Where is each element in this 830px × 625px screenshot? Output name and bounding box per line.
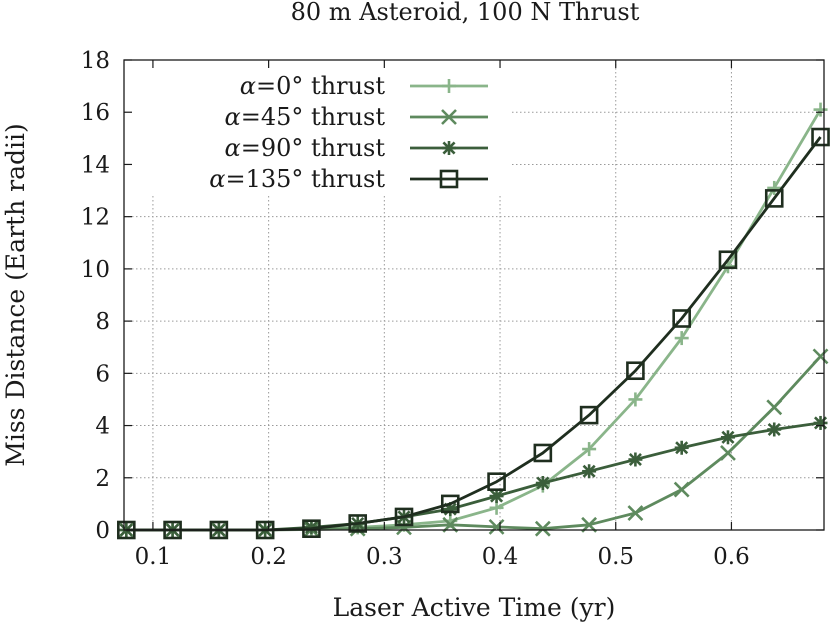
data-point-marker <box>442 141 456 155</box>
legend-item: α=0° thrust <box>240 72 488 100</box>
x-tick-label: 0.3 <box>366 544 403 570</box>
data-point-marker <box>582 442 597 457</box>
legend-name: =45° thrust <box>241 103 386 131</box>
data-point-marker <box>582 464 597 479</box>
data-point-marker <box>674 440 689 455</box>
plot-frame <box>123 59 825 531</box>
data-point-marker <box>764 189 784 208</box>
data-point-marker <box>767 180 782 195</box>
y-tick-label: 2 <box>95 466 110 492</box>
data-point-marker <box>813 102 828 117</box>
data-point-marker <box>442 79 456 93</box>
x-tick-label: 0.4 <box>482 544 519 570</box>
x-tick-label: 0.6 <box>713 544 750 570</box>
data-point-marker <box>488 518 505 535</box>
data-point-marker <box>441 109 457 125</box>
chart-title: 80 m Asteroid, 100 N Thrust <box>291 0 640 26</box>
legend-label: α=0° thrust <box>240 72 386 100</box>
data-point-marker <box>674 331 689 346</box>
legend-item: α=90° thrust <box>225 134 488 162</box>
data-point-marker <box>348 514 368 533</box>
data-point-marker <box>720 445 736 461</box>
data-point-marker <box>394 507 414 527</box>
y-tick-label: 6 <box>95 361 110 387</box>
x-tick-label: 0.5 <box>597 544 634 570</box>
legend-symbol: α <box>209 165 225 193</box>
legend-symbol: α <box>225 103 241 131</box>
series-line <box>126 136 822 532</box>
data-point-marker <box>767 422 782 437</box>
y-axis-label: Miss Distance (Earth radii) <box>1 123 30 466</box>
data-point-marker <box>628 392 643 407</box>
legend-label: α=135° thrust <box>209 165 385 193</box>
data-point-marker <box>489 489 504 504</box>
data-point-marker <box>628 452 643 467</box>
legend-label: α=45° thrust <box>225 103 386 131</box>
y-tick-label: 0 <box>95 518 110 544</box>
legend-item: α=135° thrust <box>209 165 488 193</box>
data-point-marker <box>672 309 691 328</box>
legend-item: α=45° thrust <box>225 103 488 131</box>
data-point-marker <box>673 481 690 498</box>
y-tick-label: 16 <box>81 100 110 126</box>
data-point-marker <box>534 520 551 537</box>
data-point-marker <box>579 405 599 425</box>
data-point-marker <box>439 169 459 189</box>
legend-symbol: α <box>240 72 256 100</box>
legend-symbol: α <box>225 134 241 162</box>
data-point-marker <box>627 505 644 521</box>
data-point-marker <box>533 443 553 463</box>
data-point-marker <box>489 500 504 515</box>
legend-label: α=90° thrust <box>225 134 386 162</box>
legend-name: =135° thrust <box>225 165 385 193</box>
y-tick-label: 8 <box>95 309 110 335</box>
data-point-marker <box>766 399 783 416</box>
data-point-marker <box>626 361 645 381</box>
data-point-marker <box>440 494 460 514</box>
data-point-marker <box>718 250 738 270</box>
data-point-marker <box>487 472 506 491</box>
x-tick-label: 0.1 <box>135 544 172 570</box>
series-1 <box>118 348 829 538</box>
data-point-marker <box>535 476 550 490</box>
y-tick-label: 14 <box>81 152 110 178</box>
y-tick-label: 12 <box>81 205 110 231</box>
legend-name: =0° thrust <box>256 72 385 100</box>
x-tick-label: 0.2 <box>250 544 287 570</box>
series-2 <box>119 415 828 537</box>
legend-name: =90° thrust <box>241 134 386 162</box>
y-tick-label: 18 <box>81 48 110 74</box>
y-tick-label: 4 <box>95 414 110 440</box>
data-point-marker <box>813 415 828 430</box>
axis-ticks: 0.1 0.2 0.3 0.4 0.5 0.6 0 2 4 6 8 10 12 14 16 18 <box>81 48 824 570</box>
data-point-marker <box>302 519 321 538</box>
data-point-marker <box>720 430 735 445</box>
y-tick-label: 10 <box>81 257 110 283</box>
x-axis-label: Laser Active Time (yr) <box>333 593 616 622</box>
data-point-marker <box>811 127 830 147</box>
data-point-marker <box>812 348 829 365</box>
